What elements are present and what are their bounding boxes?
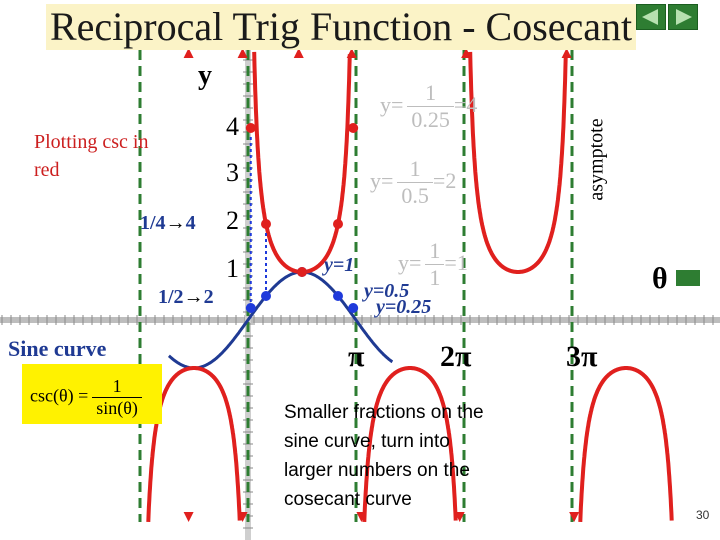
cosecant-point [261,219,271,229]
cosecant-point [348,123,359,133]
cosecant-arrow-icon [293,48,304,58]
cosecant-branch [468,51,568,274]
explanation-line: sine curve, turn into [284,431,450,452]
cosecant-branch [252,51,352,274]
sine-curve-label: Sine curve [6,336,109,362]
page-number: 30 [696,508,710,522]
cosecant-branch [362,366,458,522]
faint-formula-one: y= 1 1 =1 [398,238,468,290]
sine-point [348,303,359,313]
explanation-line: Smaller fractions on the [284,402,484,423]
cosecant-branch [146,366,242,522]
cosecant-point [333,219,343,229]
theta-label: θ [652,262,668,295]
cosecant-point [297,267,307,277]
nav-back-icon[interactable] [636,4,666,30]
asymptote-label: asymptote [585,118,608,201]
explanation-line: cosecant curve [284,489,412,510]
y-tick-1: 1 [226,254,239,283]
half-to-two: 1/2→2 [158,286,214,308]
y-axis-label: y [198,60,212,91]
quarter-to-four: 1/4→4 [140,212,196,234]
asymptote-label-wrap: asymptote [584,96,610,226]
sine-point [333,291,343,301]
explanation-line: larger numbers on the [284,460,470,481]
csc-definition: csc(θ) = 1 sin(θ) [30,376,142,419]
cosecant-branch [578,366,674,522]
fraction-half-text: 1/2 [158,286,184,308]
cosecant-arrow-icon [346,48,357,58]
y-tick-4: 4 [226,112,239,141]
x-tick-pi: π [348,340,365,373]
page-title: Reciprocal Trig Function - Cosecant [46,4,637,50]
y-tick-3: 3 [226,158,239,187]
formula-box [22,364,162,424]
fraction-quarter-text: 1/4 [140,212,166,234]
cosecant-arrow-icon [356,512,367,522]
faint-formula-quarter: y= 1 0.25 =4 [380,80,478,132]
cosecant-arrow-icon [461,48,472,58]
nav-forward-icon[interactable] [668,4,698,30]
x-tick-3pi: 3π [566,340,598,373]
cosecant-arrow-icon [183,512,194,522]
quarter-target-text: 4 [185,212,196,234]
y-tick-2: 2 [226,206,239,235]
cosecant-arrow-icon [183,48,194,58]
cosecant-arrow-icon [237,48,248,58]
sine-curve [167,270,394,370]
explanation: Smaller fractions on the sine curve, tur… [284,398,484,514]
cosecant-arrow-icon [569,512,580,522]
cosecant-arrow-icon [237,512,248,522]
faint-formula-half: y= 1 0.5 =2 [370,156,457,208]
label-y1: y=1 [324,254,355,276]
half-target-text: 2 [203,286,214,308]
x-tick-2pi: 2π [440,340,472,373]
cosecant-arrow-icon [454,512,465,522]
cosecant-arrow-icon [561,48,572,58]
plotting-note: Plotting csc in red [34,131,149,181]
cosecant-point [245,123,256,133]
label-y05: y=0.5 [364,280,410,302]
label-y025: y=0.25 [376,296,432,318]
theta-arrow-icon [676,270,700,286]
